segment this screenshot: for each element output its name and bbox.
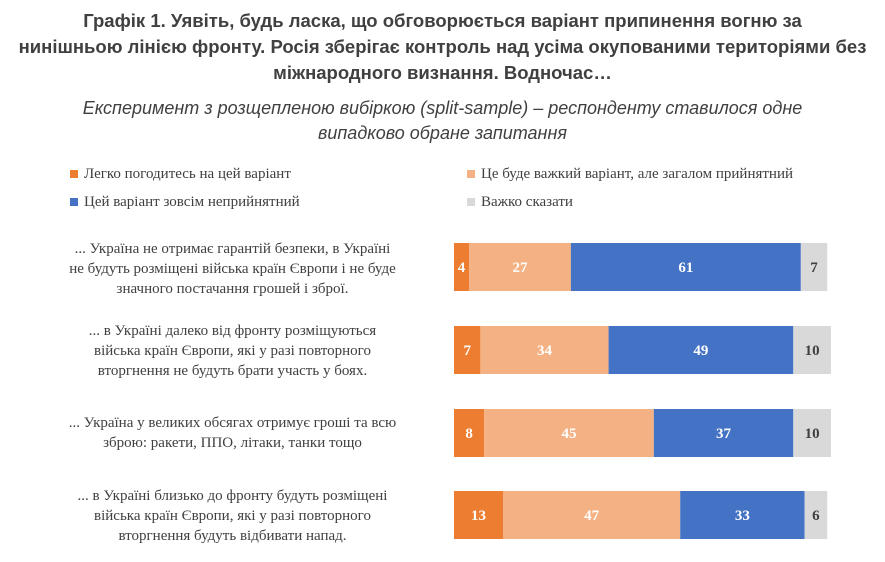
category-label-line: вторгнення не будуть брати участь у боях… — [97, 363, 368, 379]
legend-swatch — [70, 170, 78, 178]
data-label-hard-acceptable: 45 — [561, 426, 576, 442]
data-label-easy: 8 — [465, 426, 473, 442]
legend-item-hard-to-say: Важко сказати — [467, 192, 573, 212]
data-label-hard-to-say: 7 — [810, 260, 818, 276]
category-label-line: зброю: ракети, ППО, літаки, танки тощо — [103, 435, 362, 451]
bar-segment-unacceptable — [570, 243, 801, 291]
data-label-unacceptable: 33 — [735, 508, 750, 524]
bar-segment-unacceptable — [680, 491, 805, 539]
legend-item-hard-acceptable: Це буде важкий варіант, але загалом прий… — [467, 164, 793, 184]
chart-title-line: Графік 1. Уявіть, будь ласка, що обговор… — [83, 10, 802, 31]
bar-segment-unacceptable — [653, 409, 794, 457]
data-label-easy: 13 — [471, 508, 486, 524]
data-label-unacceptable: 49 — [693, 343, 708, 359]
legend-item-unacceptable: Цей варіант зовсім неприйнятний — [70, 192, 300, 212]
bar-row-3: 8 45 37 10 — [454, 409, 831, 457]
category-label-line: значного постачання грошей і зброї. — [116, 281, 349, 297]
legend-item-easy: Легко погодитесь на цей варіант — [70, 164, 291, 184]
data-label-hard-acceptable: 47 — [584, 508, 600, 524]
category-label-line: ... в Україні близько до фронту будуть р… — [77, 488, 388, 504]
bar-segment-hard-acceptable — [480, 326, 609, 374]
bar-segment-hard-to-say — [800, 243, 828, 291]
chart-title-line: міжнародного визнання. Водночас… — [273, 62, 612, 83]
data-label-easy: 4 — [458, 260, 466, 276]
category-label-line: не будуть розміщені війська країн Європи… — [69, 261, 396, 277]
legend-swatch — [467, 170, 475, 178]
chart-subtitle-line: Експеримент з розщепленою вибіркою (spli… — [82, 98, 803, 118]
legend-swatch — [70, 198, 78, 206]
category-label-line: вторгнення будуть відбивати напад. — [118, 528, 347, 544]
bar-segment-hard-acceptable — [469, 243, 571, 291]
data-label-hard-to-say: 6 — [812, 508, 820, 524]
bar-row-4: 13 47 33 6 — [454, 491, 828, 539]
legend-label: Важко сказати — [481, 193, 573, 210]
data-label-easy: 7 — [463, 343, 471, 359]
legend-label: Легко погодитесь на цей варіант — [84, 165, 291, 182]
bar-segment-unacceptable — [608, 326, 794, 374]
chart-title-line: нинішньою лінією фронту. Росія зберігає … — [18, 36, 867, 57]
bar-row-2: 7 34 49 10 — [454, 326, 831, 374]
bar-row-1: 4 27 61 7 — [454, 243, 828, 291]
category-label-2: ... в Україні далеко від фронту розміщую… — [30, 321, 435, 381]
bar-segment-hard-acceptable — [503, 491, 681, 539]
category-label-line: ... в Україні далеко від фронту розміщую… — [88, 323, 377, 339]
data-label-hard-to-say: 10 — [805, 343, 820, 359]
data-label-hard-acceptable: 34 — [537, 343, 553, 359]
bar-segment-easy — [454, 326, 481, 374]
data-label-hard-acceptable: 27 — [512, 260, 528, 276]
bar-segment-hard-to-say — [804, 491, 828, 539]
bar-segment-easy — [454, 243, 470, 291]
category-label-4: ... в Україні близько до фронту будуть р… — [30, 486, 435, 546]
category-label-line: війська країн Європи, які у разі повторн… — [94, 343, 371, 359]
bar-segment-hard-to-say — [793, 409, 831, 457]
category-label-1: ... Україна не отримає гарантій безпеки,… — [30, 239, 435, 299]
data-label-unacceptable: 61 — [678, 260, 693, 276]
legend-label: Це буде важкий варіант, але загалом прий… — [481, 165, 794, 182]
legend-label: Цей варіант зовсім неприйнятний — [84, 193, 300, 210]
legend-swatch — [467, 198, 475, 206]
data-label-hard-to-say: 10 — [805, 426, 820, 442]
chart-title: Графік 1. Уявіть, будь ласка, що обговор… — [0, 8, 885, 86]
category-label-line: ... Україна не отримає гарантій безпеки,… — [74, 241, 391, 257]
category-label-line: війська країн Європи, які у разі повторн… — [94, 508, 371, 524]
bar-segment-easy — [454, 491, 504, 539]
bar-segment-hard-acceptable — [484, 409, 654, 457]
data-label-unacceptable: 37 — [716, 426, 732, 442]
bar-segment-easy — [454, 409, 485, 457]
category-label-3: ... Україна у великих обсягах отримує гр… — [30, 413, 435, 453]
category-label-line: ... Україна у великих обсягах отримує гр… — [68, 415, 397, 431]
bar-segment-hard-to-say — [793, 326, 831, 374]
chart-subtitle-line: випадково обране запитання — [318, 123, 567, 143]
chart-subtitle: Експеримент з розщепленою вибіркою (spli… — [40, 96, 845, 146]
